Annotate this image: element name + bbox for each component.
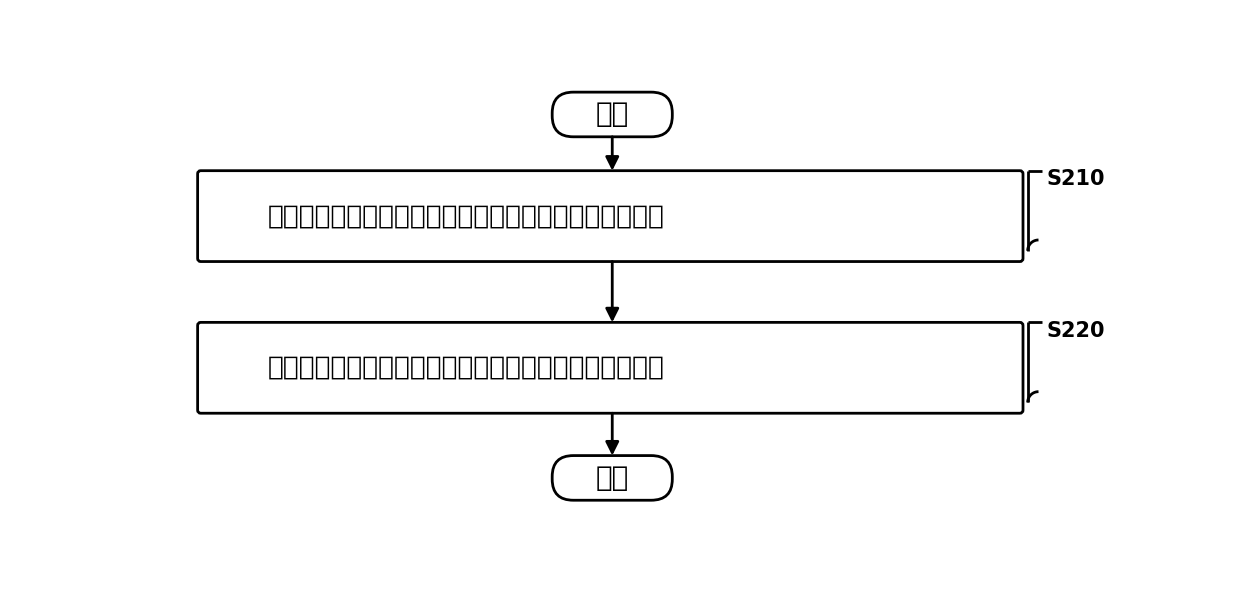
Text: 根据所述启动风向调整所述风力发电机组的起始偏航位置: 根据所述启动风向调整所述风力发电机组的起始偏航位置: [268, 355, 665, 381]
FancyBboxPatch shape: [197, 322, 1023, 413]
Text: 开始: 开始: [595, 100, 629, 129]
FancyBboxPatch shape: [552, 92, 672, 137]
Text: S220: S220: [1047, 321, 1105, 341]
Text: 结束: 结束: [595, 464, 629, 492]
Text: 当所述风力发电机组待机时，获取预估的启动风向的信息: 当所述风力发电机组待机时，获取预估的启动风向的信息: [268, 203, 665, 229]
Text: S210: S210: [1047, 169, 1105, 189]
FancyBboxPatch shape: [552, 456, 672, 500]
FancyBboxPatch shape: [197, 171, 1023, 261]
